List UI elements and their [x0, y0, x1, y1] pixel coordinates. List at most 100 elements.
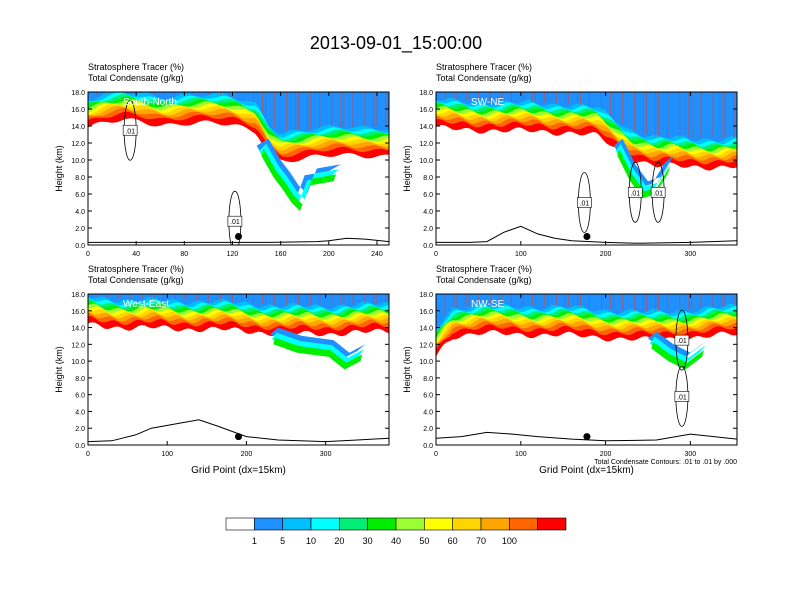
y-axis-label: Height (km): [402, 145, 412, 192]
y-tick-label: 12.0: [71, 141, 85, 148]
panel-label: West-East: [123, 299, 169, 310]
tracer-field: .01 .01: [88, 92, 389, 245]
y-tick-label: 4.0: [423, 409, 433, 416]
colorbar-label: 70: [476, 536, 486, 546]
colorbar-swatch: [225, 517, 255, 531]
x-tick-label: 300: [685, 251, 697, 258]
location-marker: [583, 233, 591, 240]
contour-label: .01: [677, 338, 687, 345]
terrain-line: [88, 419, 389, 443]
panel-header-condensate: Total Condensate (g/kg): [88, 275, 184, 285]
y-tick-label: 8.0: [75, 376, 85, 383]
y-tick-label: 4.0: [423, 209, 433, 216]
y-tick-label: 0.0: [423, 443, 433, 450]
panel-west-east: West-East Stratosphere Tracer (%)Total Co…: [54, 264, 390, 476]
y-tick-label: 2.0: [423, 226, 433, 233]
y-tick-label: 12.0: [71, 342, 85, 349]
x-tick-label: 0: [86, 451, 90, 458]
contour-label-box: [650, 187, 666, 198]
colorbar-label: 10: [306, 536, 316, 546]
contour-label: .01: [230, 219, 240, 226]
y-tick-label: 4.0: [75, 409, 85, 416]
y-tick-label: 0.0: [75, 443, 85, 450]
tracer-intrusion-1: [649, 336, 706, 365]
y-axis-label: Height (km): [402, 346, 412, 393]
colorbar-swatch: [452, 517, 482, 531]
figure-title: 2013-09-01_15:00:00: [310, 33, 482, 54]
panel-south-north: .01 .01 South-North Stratosphere Tracer (%)…: [54, 62, 390, 258]
plot-frame: [87, 293, 390, 446]
tracer-band-10: [436, 92, 737, 142]
panel-header-condensate: Total Condensate (g/kg): [436, 73, 532, 83]
colorbar-label: 100: [502, 536, 517, 546]
tracer-field: .01 .01: [436, 294, 737, 442]
panel-sw-ne: .01 .01 .01 SW-NE Stratosphere Tracer (%)Tot…: [402, 62, 738, 258]
y-tick-label: 6.0: [75, 192, 85, 199]
colorbar-swatch: [367, 517, 397, 531]
terrain-line: [436, 225, 737, 244]
x-tick-label: 100: [515, 251, 527, 258]
x-tick-label: 0: [434, 451, 438, 458]
panel-label: South-North: [123, 97, 177, 108]
contour-label-box: [674, 391, 690, 402]
contour-label-box: [122, 124, 138, 136]
y-tick-label: 18.0: [419, 90, 433, 97]
y-tick-label: 0.0: [423, 243, 433, 250]
tracer-intrusion-0: [614, 138, 674, 189]
x-tick-label: 200: [600, 251, 612, 258]
y-tick-label: 18.0: [71, 292, 85, 299]
contour-label-box: [627, 187, 643, 198]
panel-label: SW-NE: [471, 97, 504, 108]
y-tick-label: 8.0: [423, 376, 433, 383]
colorbar: 1 5 10 20 30 40 50 60 70 100: [225, 517, 567, 546]
x-tick-label: 40: [132, 251, 140, 258]
colorbar-swatch: [282, 517, 312, 531]
y-tick-label: 14.0: [71, 124, 85, 131]
x-tick-label: 100: [161, 451, 173, 458]
y-tick-label: 8.0: [423, 175, 433, 182]
panel-label: NW-SE: [471, 299, 504, 310]
y-tick-label: 14.0: [419, 326, 433, 333]
y-tick-label: 10.0: [419, 359, 433, 366]
y-tick-label: 16.0: [71, 309, 85, 316]
colorbar-label: 20: [334, 536, 344, 546]
y-tick-label: 4.0: [75, 209, 85, 216]
x-tick-label: 200: [323, 251, 335, 258]
x-tick-label: 0: [434, 251, 438, 258]
location-marker: [235, 233, 242, 240]
plot-frame: [435, 91, 738, 246]
tracer-band-10: [88, 92, 389, 134]
colorbar-swatch: [509, 517, 538, 531]
contour-label-box: [577, 197, 592, 208]
y-tick-label: 16.0: [419, 309, 433, 316]
colorbar-swatch: [395, 517, 425, 531]
tracer-field: [88, 294, 389, 443]
x-tick-label: 160: [275, 251, 287, 258]
y-axis-label: Height (km): [54, 145, 64, 192]
y-tick-label: 18.0: [419, 292, 433, 299]
y-tick-label: 12.0: [419, 342, 433, 349]
terrain-line: [88, 237, 389, 243]
y-tick-label: 2.0: [75, 426, 85, 433]
colorbar-swatch: [424, 517, 453, 531]
colorbar-label: 50: [419, 536, 429, 546]
colorbar-label: 1: [252, 536, 257, 546]
y-tick-label: 10.0: [419, 158, 433, 165]
x-tick-label: 200: [600, 451, 612, 458]
x-tick-label: 200: [241, 451, 253, 458]
tracer-field: .01 .01 .01: [436, 92, 737, 244]
tracer-intrusion-2: [651, 341, 704, 370]
tracer-intrusion-0: [648, 331, 708, 360]
tracer-intrusion-2: [617, 148, 670, 199]
y-tick-label: 12.0: [419, 141, 433, 148]
plot-frame: [435, 293, 738, 446]
contour-label: .01: [125, 128, 135, 135]
y-tick-label: 16.0: [419, 107, 433, 114]
y-tick-label: 2.0: [423, 426, 433, 433]
y-tick-label: 8.0: [75, 175, 85, 182]
y-axis-label: Height (km): [54, 346, 64, 393]
panel-header-condensate: Total Condensate (g/kg): [436, 275, 532, 285]
y-tick-label: 16.0: [71, 107, 85, 114]
